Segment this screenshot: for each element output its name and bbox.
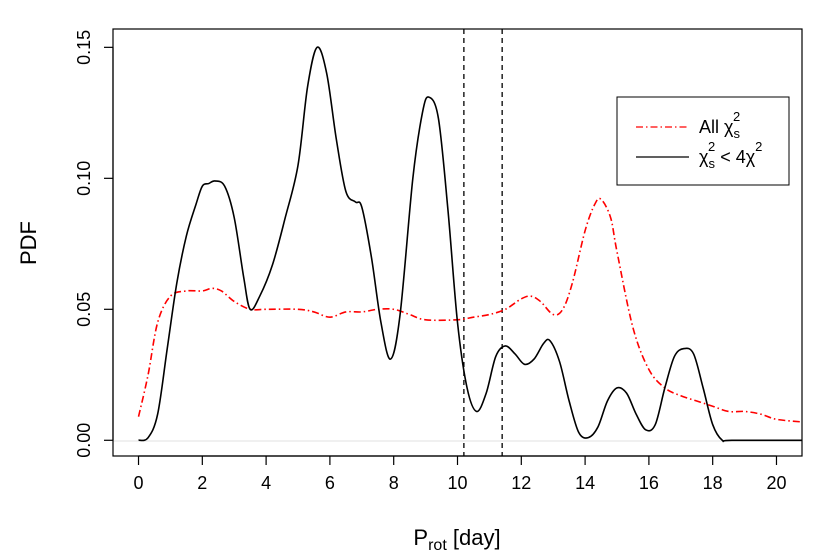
y-axis-title: PDF bbox=[16, 221, 41, 265]
y-axis: 0.00 0.05 0.10 0.15 bbox=[74, 30, 114, 458]
y-tick-label-2: 0.10 bbox=[74, 161, 94, 196]
y-tick-label-1: 0.05 bbox=[74, 292, 94, 327]
legend: All χs2 χs2 < 4χ2 bbox=[616, 96, 790, 186]
legend-label-selected-tail-sup: 2 bbox=[755, 139, 762, 154]
legend-label-selected: χs 2 < 4χ2 bbox=[699, 139, 762, 171]
x-tick-label-7: 14 bbox=[575, 473, 595, 493]
x-axis-title-sub: rot bbox=[428, 537, 447, 554]
x-axis-title-main: P bbox=[413, 525, 428, 550]
legend-label-all: All χs 2 bbox=[699, 109, 740, 141]
legend-box bbox=[616, 96, 790, 186]
legend-label-selected-sub: s bbox=[708, 156, 715, 171]
x-axis-title: Prot [day] bbox=[413, 525, 500, 554]
y-tick-label-3: 0.15 bbox=[74, 30, 94, 65]
legend-label-all-sub: s bbox=[733, 126, 740, 141]
legend-label-selected-sup: 2 bbox=[708, 139, 715, 154]
x-tick-label-3: 6 bbox=[325, 473, 335, 493]
x-tick-label-5: 10 bbox=[447, 473, 467, 493]
x-tick-label-8: 16 bbox=[639, 473, 659, 493]
x-tick-label-6: 12 bbox=[511, 473, 531, 493]
x-tick-label-4: 8 bbox=[389, 473, 399, 493]
y-tick-label-0: 0.00 bbox=[74, 423, 94, 458]
series-line-selected bbox=[138, 46, 802, 443]
plot-frame bbox=[112, 28, 803, 457]
legend-label-all-base: All χ bbox=[699, 117, 734, 137]
x-tick-label-2: 4 bbox=[261, 473, 271, 493]
legend-label-selected-base: χ bbox=[699, 147, 709, 167]
x-tick-label-10: 20 bbox=[766, 473, 786, 493]
vertical-reference-lines bbox=[463, 29, 503, 456]
x-axis: 0 2 4 6 8 10 12 14 16 18 20 bbox=[134, 455, 786, 493]
x-axis-title-unit: [day] bbox=[447, 525, 501, 550]
series-group bbox=[137, 46, 803, 443]
legend-label-selected-tail: < 4χ bbox=[715, 147, 756, 167]
series-line-all bbox=[137, 197, 803, 423]
x-tick-label-9: 18 bbox=[703, 473, 723, 493]
x-tick-label-0: 0 bbox=[134, 473, 144, 493]
x-tick-label-1: 2 bbox=[197, 473, 207, 493]
legend-label-all-sup: 2 bbox=[733, 109, 740, 124]
